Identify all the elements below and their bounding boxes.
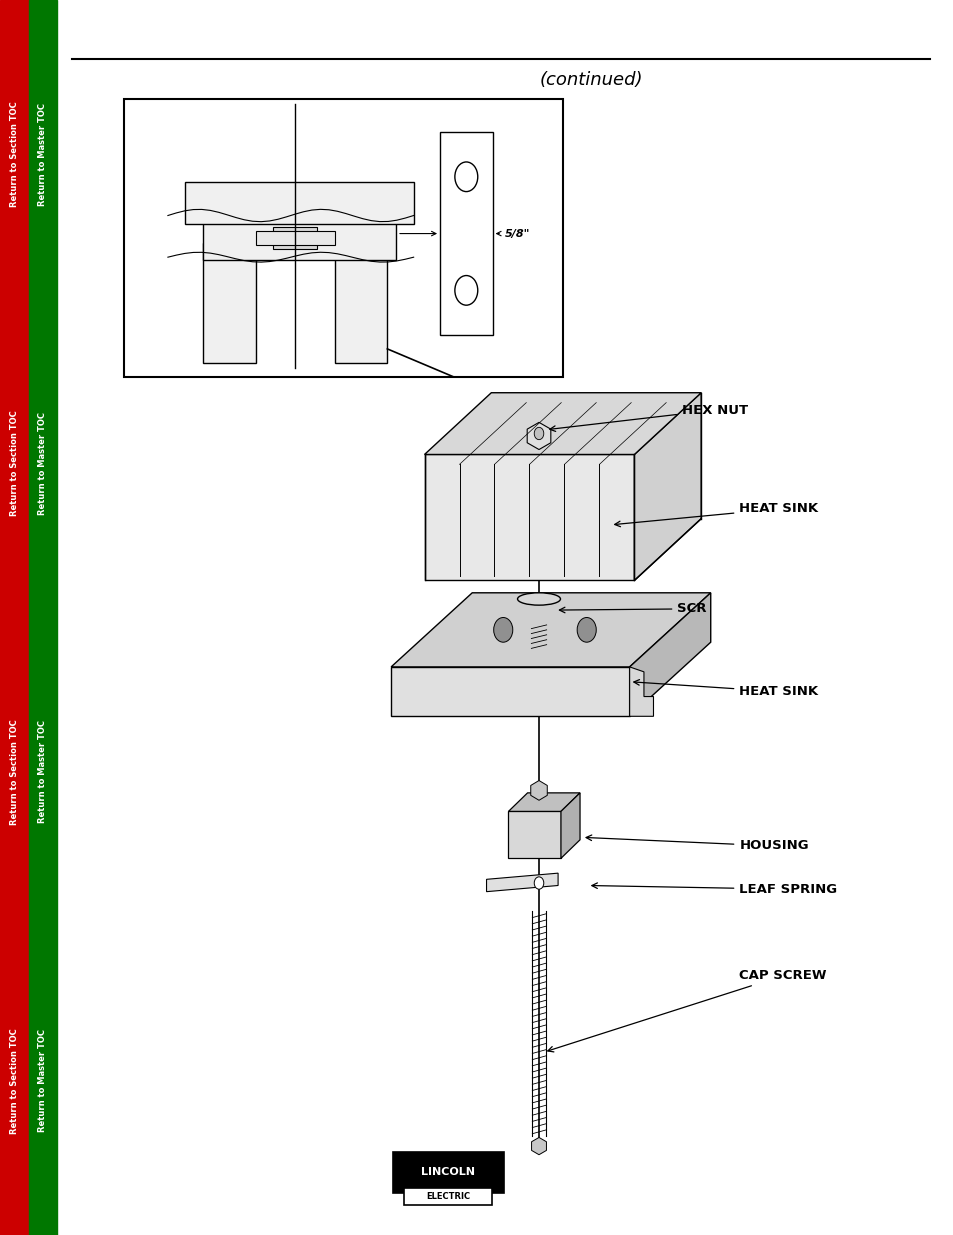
- Text: LEAF SPRING: LEAF SPRING: [591, 883, 837, 895]
- Text: Return to Section TOC: Return to Section TOC: [10, 719, 19, 825]
- Bar: [124, 99, 562, 377]
- Text: Return to Section TOC: Return to Section TOC: [10, 410, 19, 516]
- Text: SCR: SCR: [558, 603, 706, 615]
- Circle shape: [493, 618, 512, 642]
- Bar: [203, 243, 255, 363]
- Polygon shape: [424, 393, 700, 454]
- Ellipse shape: [517, 593, 559, 605]
- Polygon shape: [634, 393, 700, 580]
- Text: Return to Master TOC: Return to Master TOC: [38, 1029, 48, 1132]
- Bar: [0, 0, 29, 1235]
- Text: HEX NUT: HEX NUT: [549, 404, 747, 431]
- Text: 5/8": 5/8": [504, 228, 530, 238]
- Circle shape: [534, 877, 543, 889]
- Text: HOUSING: HOUSING: [585, 835, 808, 852]
- Bar: [273, 227, 316, 249]
- Bar: [335, 243, 387, 363]
- Polygon shape: [530, 781, 547, 800]
- Polygon shape: [629, 667, 653, 716]
- Polygon shape: [527, 422, 550, 450]
- Bar: [517, 599, 560, 624]
- Polygon shape: [486, 873, 558, 892]
- Text: Return to Section TOC: Return to Section TOC: [10, 1028, 19, 1134]
- Bar: [29, 0, 57, 1235]
- Bar: [185, 183, 414, 224]
- Text: Return to Master TOC: Return to Master TOC: [38, 411, 48, 515]
- Text: ELECTRIC: ELECTRIC: [426, 1192, 470, 1202]
- Text: Return to Master TOC: Return to Master TOC: [38, 103, 48, 206]
- Text: HEAT SINK: HEAT SINK: [633, 679, 818, 698]
- Text: CAP SCREW: CAP SCREW: [547, 969, 826, 1052]
- Text: HEAT SINK: HEAT SINK: [614, 503, 818, 526]
- Bar: [404, 1188, 492, 1205]
- Polygon shape: [508, 793, 579, 811]
- Bar: [203, 216, 395, 261]
- Bar: [255, 231, 335, 245]
- Text: LINCOLN: LINCOLN: [421, 1167, 475, 1177]
- Polygon shape: [560, 793, 579, 858]
- Polygon shape: [424, 454, 634, 580]
- Circle shape: [534, 427, 543, 440]
- Bar: [439, 132, 492, 335]
- Bar: [393, 1152, 503, 1193]
- Polygon shape: [629, 593, 710, 716]
- Text: Return to Master TOC: Return to Master TOC: [38, 720, 48, 824]
- Circle shape: [577, 618, 596, 642]
- Polygon shape: [391, 667, 629, 716]
- Polygon shape: [531, 1137, 546, 1155]
- Text: (continued): (continued): [539, 72, 642, 89]
- Polygon shape: [391, 593, 710, 667]
- Ellipse shape: [517, 618, 559, 630]
- Text: Return to Section TOC: Return to Section TOC: [10, 101, 19, 207]
- Polygon shape: [508, 811, 560, 858]
